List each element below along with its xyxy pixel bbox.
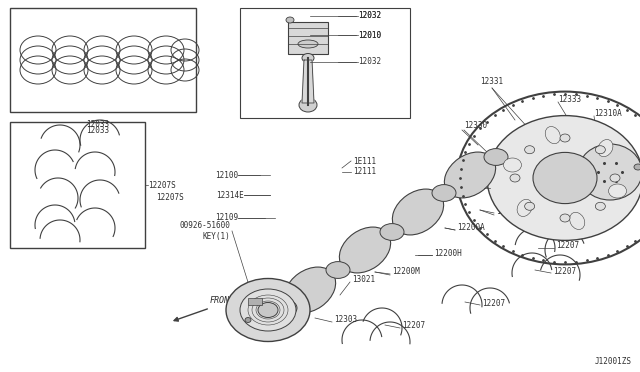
- Ellipse shape: [339, 227, 390, 273]
- Ellipse shape: [504, 158, 522, 172]
- Text: 12333: 12333: [558, 96, 581, 105]
- Ellipse shape: [525, 146, 534, 154]
- Text: 12010: 12010: [358, 31, 381, 39]
- Ellipse shape: [380, 224, 404, 240]
- Ellipse shape: [273, 299, 297, 317]
- Ellipse shape: [444, 152, 495, 198]
- Ellipse shape: [240, 289, 296, 331]
- Bar: [240, 8, 410, 118]
- Text: 12033: 12033: [86, 120, 109, 129]
- Ellipse shape: [299, 98, 317, 112]
- Text: 12330: 12330: [464, 121, 487, 129]
- Ellipse shape: [545, 126, 561, 144]
- Text: 12207S: 12207S: [148, 180, 176, 189]
- Ellipse shape: [560, 134, 570, 142]
- Text: 12109: 12109: [215, 214, 238, 222]
- Text: 12033: 12033: [86, 126, 109, 135]
- Ellipse shape: [610, 174, 620, 182]
- Ellipse shape: [432, 185, 456, 201]
- Text: 12310A: 12310A: [594, 109, 621, 119]
- Ellipse shape: [598, 140, 613, 157]
- Text: 12207: 12207: [556, 241, 579, 250]
- Text: 12207: 12207: [402, 321, 425, 330]
- Text: 12207: 12207: [482, 298, 505, 308]
- Text: 12032: 12032: [358, 58, 381, 67]
- Ellipse shape: [484, 148, 508, 166]
- Ellipse shape: [286, 17, 294, 23]
- Text: 12331: 12331: [481, 77, 504, 87]
- Text: J12001ZS: J12001ZS: [595, 357, 632, 366]
- Text: 12303F: 12303F: [486, 179, 514, 187]
- Text: 12314E: 12314E: [216, 190, 244, 199]
- Text: 12100: 12100: [215, 170, 238, 180]
- Text: 12200: 12200: [496, 208, 519, 217]
- Ellipse shape: [525, 202, 534, 210]
- Text: 12200H: 12200H: [434, 248, 461, 257]
- Text: 1E111: 1E111: [353, 157, 376, 166]
- Ellipse shape: [392, 189, 444, 235]
- Ellipse shape: [510, 174, 520, 182]
- Text: FRONT: FRONT: [210, 296, 235, 305]
- Text: 12200M: 12200M: [392, 267, 420, 276]
- Text: 12032: 12032: [358, 12, 381, 20]
- Text: 12207: 12207: [553, 266, 576, 276]
- Text: 12303: 12303: [334, 315, 357, 324]
- Text: 12303A: 12303A: [234, 314, 262, 323]
- Ellipse shape: [517, 199, 532, 217]
- Ellipse shape: [595, 202, 605, 210]
- Ellipse shape: [487, 116, 640, 240]
- Bar: [10, 122, 145, 248]
- Text: 12010: 12010: [358, 31, 381, 39]
- Text: 00926-51600: 00926-51600: [179, 221, 230, 231]
- Text: 12207S: 12207S: [156, 193, 184, 202]
- Bar: [10, 8, 196, 112]
- Polygon shape: [302, 60, 314, 103]
- Text: 13021: 13021: [352, 276, 375, 285]
- Ellipse shape: [302, 54, 314, 62]
- Ellipse shape: [570, 212, 585, 230]
- Ellipse shape: [533, 153, 597, 203]
- Ellipse shape: [609, 184, 627, 198]
- Ellipse shape: [326, 262, 350, 278]
- Ellipse shape: [595, 146, 605, 154]
- Text: 12032: 12032: [358, 12, 381, 20]
- Ellipse shape: [634, 164, 640, 170]
- Ellipse shape: [284, 267, 335, 313]
- Text: KEY(1): KEY(1): [202, 231, 230, 241]
- Bar: [288, 22, 328, 54]
- Ellipse shape: [298, 40, 318, 48]
- Ellipse shape: [560, 214, 570, 222]
- Ellipse shape: [258, 302, 278, 317]
- Text: 12111: 12111: [353, 167, 376, 176]
- Ellipse shape: [245, 317, 251, 323]
- Ellipse shape: [578, 144, 640, 200]
- Bar: [248, 298, 262, 305]
- Ellipse shape: [226, 279, 310, 341]
- Text: 12200A: 12200A: [457, 224, 484, 232]
